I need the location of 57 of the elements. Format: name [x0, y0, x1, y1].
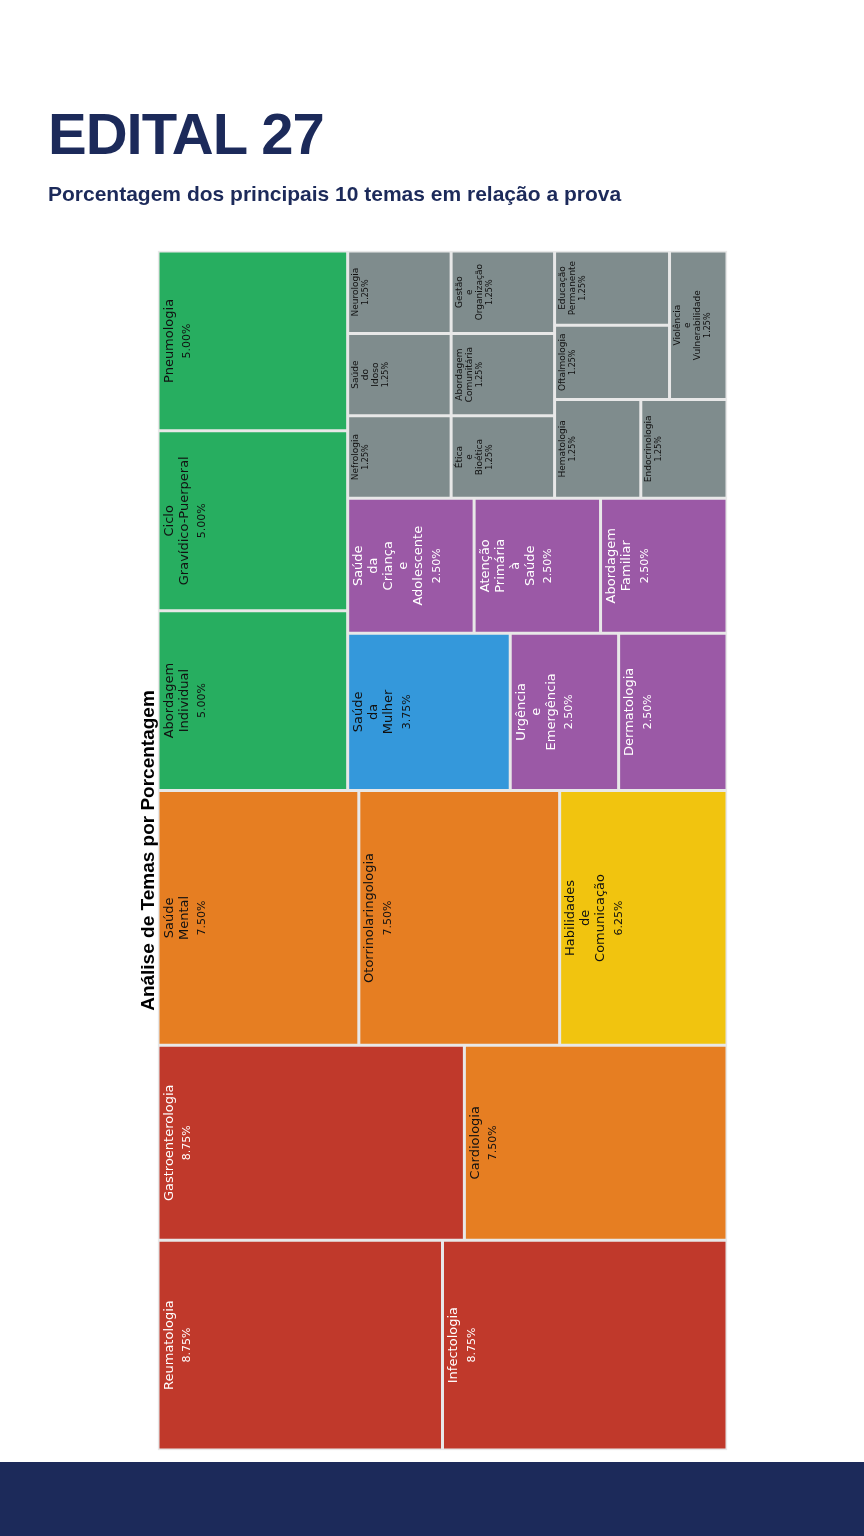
category-label: Atenção Primária à Saúde: [476, 538, 537, 593]
data-label: 2.50%: [562, 694, 576, 730]
category-label: Reumatologia: [160, 1300, 176, 1390]
category-label: Cardiologia: [466, 1106, 482, 1180]
category-label: Neurologia: [350, 267, 361, 317]
data-label: 2.50%: [541, 548, 555, 584]
data-label: 2.50%: [637, 548, 651, 584]
category-label: Nefrologia: [350, 433, 361, 481]
category-label: Oftalmologia: [557, 333, 568, 392]
data-label: 1.25%: [474, 361, 484, 388]
text: EDITAL 27: [48, 100, 324, 167]
category-label: Infectologia: [445, 1306, 460, 1384]
category-label: Abordagem Comunitária: [453, 347, 474, 403]
data-label: 8.75%: [180, 1125, 193, 1161]
data-label: 8.75%: [180, 1327, 193, 1363]
data-label: 3.75%: [399, 694, 413, 730]
category-label: Ética e Bioética: [452, 438, 484, 476]
category-label: Urgência e Emergência: [512, 673, 558, 751]
data-label: 1.25%: [703, 312, 713, 338]
data-label: 6.25%: [611, 900, 625, 936]
category-label: Abordagem Individual: [160, 662, 191, 739]
category-label: Ciclo Gravídico-Puerperal: [160, 456, 191, 586]
data-label: 7.50%: [486, 1125, 500, 1161]
text: Porcentagem dos principais 10 temas em relação a prova: [48, 182, 622, 206]
data-label: 1.25%: [381, 361, 391, 388]
data-label: 1.25%: [484, 443, 494, 470]
data-label: 7.50%: [380, 900, 394, 936]
category-label: Gestão e Organização: [453, 263, 484, 321]
category-label: Violência e Vulnerabilidade: [672, 289, 703, 361]
data-label: 5.00%: [180, 323, 193, 359]
data-label: 2.50%: [429, 548, 443, 584]
category-label: Hematologia: [557, 420, 568, 478]
category-label: Saúde Mental: [160, 895, 191, 941]
data-label: 5.00%: [195, 683, 208, 719]
data-label: 5.00%: [195, 503, 208, 539]
data-label: 1.25%: [654, 435, 664, 462]
category-label: Saúde do Idoso: [350, 360, 381, 389]
category-label: Gastroenterologia: [160, 1084, 176, 1202]
text: Análise de Temas por Porcentagem: [136, 690, 158, 1011]
category-label: Dermatologia: [621, 667, 637, 756]
data-label: 2.50%: [640, 694, 654, 730]
data-label: 1.25%: [361, 443, 371, 470]
data-label: 1.25%: [578, 274, 588, 301]
data-label: 7.50%: [195, 900, 208, 936]
data-label: 1.25%: [484, 279, 494, 305]
category-label: Educação Permanente: [557, 260, 578, 316]
category-label: Saúde da Criança e Adolescente: [350, 525, 426, 606]
category-label: Habilidades de Comunicação: [562, 873, 608, 962]
data-label: 1.25%: [568, 349, 578, 375]
data-label: 8.75%: [464, 1327, 478, 1363]
category-label: Endocrinologia: [643, 415, 654, 483]
category-label: Abordagem Familiar: [603, 528, 634, 604]
category-label: Otorrinolaringologia: [361, 852, 377, 983]
data-label: 1.25%: [568, 435, 578, 462]
category-label: Saúde da Mulher: [350, 688, 396, 735]
category-label: Pneumologia: [160, 298, 176, 383]
data-label: 1.25%: [361, 279, 371, 305]
